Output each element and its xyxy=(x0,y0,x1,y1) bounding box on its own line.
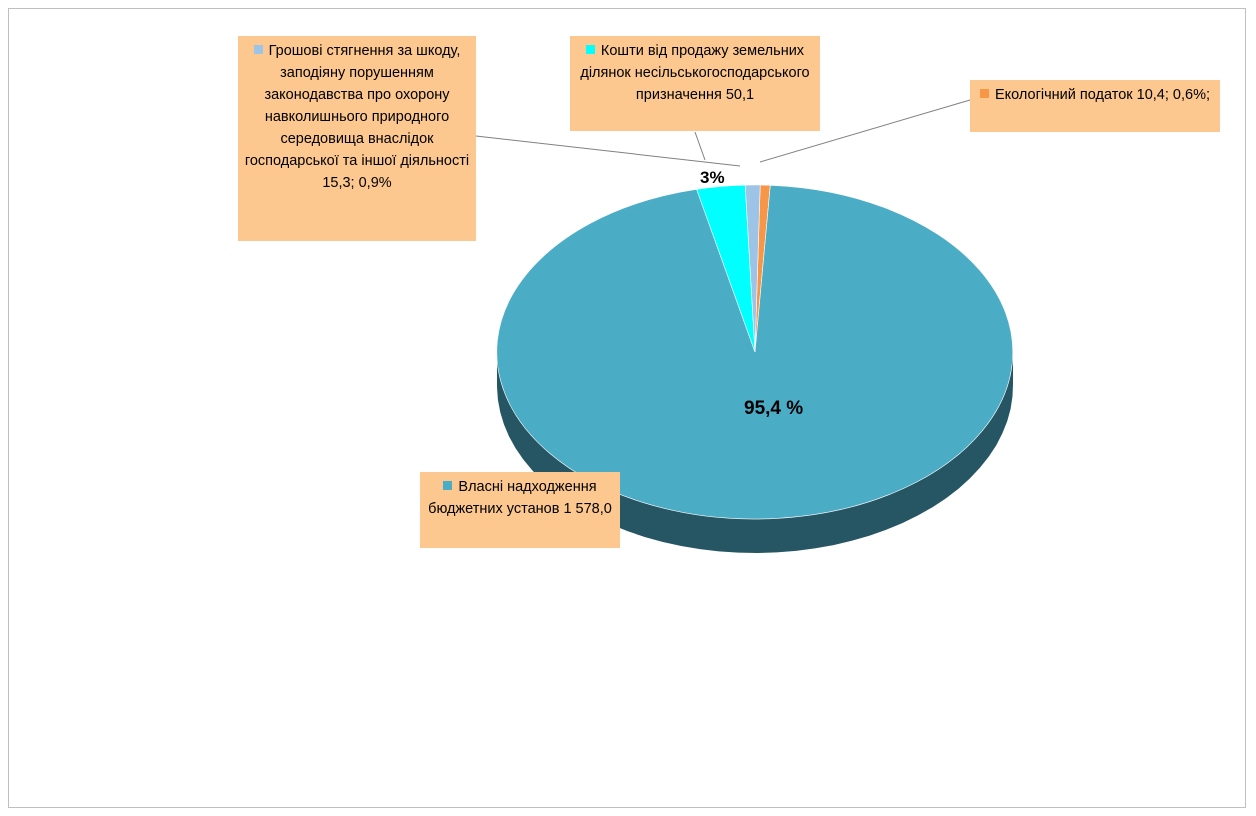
callout-eco-tax: Екологічний податок 10,4; 0,6%; xyxy=(970,80,1220,132)
pie-top-layer xyxy=(496,184,1014,520)
pie-slice-own-revenue-side xyxy=(497,349,1013,553)
data-label-land-sale-percent: 3% xyxy=(700,168,725,187)
leader-line-land-sale xyxy=(694,131,706,161)
leader-line-eco-tax xyxy=(759,99,971,163)
legend-swatch-land-sale xyxy=(585,45,595,54)
callout-land-sale: Кошти від продажу земельних ділянок несі… xyxy=(570,36,820,131)
callout-own-revenue: Власні надходження бюджетних установ 1 5… xyxy=(420,472,620,548)
pie-slice-own-revenue xyxy=(496,184,1014,520)
leader-lines xyxy=(475,99,971,167)
legend-swatch-eco-tax xyxy=(980,89,989,98)
callout-fines: Грошові стягнення за шкоду, заподіяну по… xyxy=(238,36,476,241)
callout-eco-tax-text: Екологічний податок 10,4; 0,6%; xyxy=(995,87,1210,103)
pie-depth-layer xyxy=(497,349,1013,553)
pie-slice-fines xyxy=(744,184,761,353)
data-label-own-revenue-percent: 95,4 % xyxy=(744,398,804,419)
callout-land-sale-text: Кошти від продажу земельних ділянок несі… xyxy=(580,43,810,103)
callout-own-revenue-text: Власні надходження бюджетних установ 1 5… xyxy=(428,479,612,517)
legend-swatch-own-revenue xyxy=(443,481,453,490)
leader-line-fines xyxy=(475,135,741,167)
legend-swatch-fines xyxy=(253,45,263,54)
callout-fines-text: Грошові стягнення за шкоду, заподіяну по… xyxy=(244,43,470,191)
